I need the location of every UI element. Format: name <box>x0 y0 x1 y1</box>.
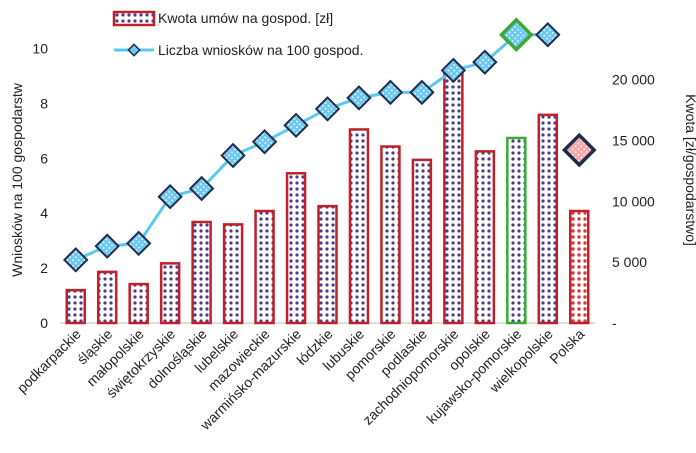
y-right-tick-label: 15 000 <box>612 132 655 148</box>
bar <box>96 270 118 325</box>
y-right-tick-label: 10 000 <box>612 193 655 209</box>
line-point <box>314 96 341 122</box>
bar <box>474 150 496 325</box>
y-left-tick-label: 10 <box>32 40 48 56</box>
x-tick-label: podkarpackie <box>14 326 84 396</box>
line-point <box>472 49 498 75</box>
line-point <box>63 247 89 273</box>
x-axis-ticks: podkarpackieśląskiemałopolskieświętokrzy… <box>14 326 588 434</box>
y-right-tick-label: - <box>612 315 617 331</box>
bar <box>380 145 401 325</box>
y-right-tick-label: 5 000 <box>612 254 647 270</box>
bar <box>506 136 527 325</box>
legend: Kwota umów na gospod. [zł] Liczba wniosk… <box>112 10 363 58</box>
series-line <box>75 33 548 262</box>
bar <box>222 223 244 325</box>
x-tick-label: Polska <box>546 326 587 367</box>
bar <box>317 204 338 325</box>
legend-item-line: Liczba wniosków na 100 gospod. <box>114 42 363 58</box>
line-point <box>561 132 597 168</box>
y-right-tick-label: 20 000 <box>612 72 655 88</box>
bar <box>159 262 181 325</box>
bar <box>569 209 590 325</box>
line-point <box>377 79 404 106</box>
y-axis-left-label: Wniosków na 100 gospodarstw <box>9 82 25 277</box>
y-left-tick-label: 4 <box>40 205 48 221</box>
right-axis-ticks: - 5 000 10 000 15 000 20 000 <box>612 72 655 331</box>
bar <box>443 68 464 325</box>
bar <box>348 128 370 325</box>
line-point <box>440 57 467 84</box>
bar <box>537 113 559 325</box>
y-left-tick-label: 6 <box>40 150 48 166</box>
left-axis-ticks: 0 2 4 6 8 10 <box>32 40 48 331</box>
y-left-tick-label: 0 <box>40 315 48 331</box>
legend-bar-swatch <box>112 10 156 27</box>
y-left-tick-label: 2 <box>40 260 48 276</box>
legend-label-bars: Kwota umów na gospod. [zł] <box>158 10 333 26</box>
line-point <box>283 112 309 139</box>
bar <box>285 172 307 325</box>
y-axis-right-label: Kwota [zł/gospodarstwo] <box>683 94 696 246</box>
bar <box>411 158 433 325</box>
line-point <box>125 230 152 257</box>
line-point <box>346 85 372 111</box>
bar <box>65 288 86 325</box>
line-point <box>409 79 435 106</box>
line-point <box>251 129 278 155</box>
chart-marks <box>63 17 597 325</box>
line-point <box>535 21 561 48</box>
line-point <box>220 142 246 169</box>
line-point <box>498 17 534 53</box>
y-left-tick-label: 8 <box>40 95 48 111</box>
bar <box>254 209 275 325</box>
line-point <box>94 233 120 259</box>
line-point <box>157 183 183 210</box>
bar <box>128 282 149 325</box>
legend-item-bars: Kwota umów na gospod. [zł] <box>112 10 333 27</box>
legend-label-line: Liczba wniosków na 100 gospod. <box>158 42 363 58</box>
line-point <box>188 175 215 202</box>
bar <box>191 220 212 325</box>
legend-marker-swatch <box>127 43 141 57</box>
